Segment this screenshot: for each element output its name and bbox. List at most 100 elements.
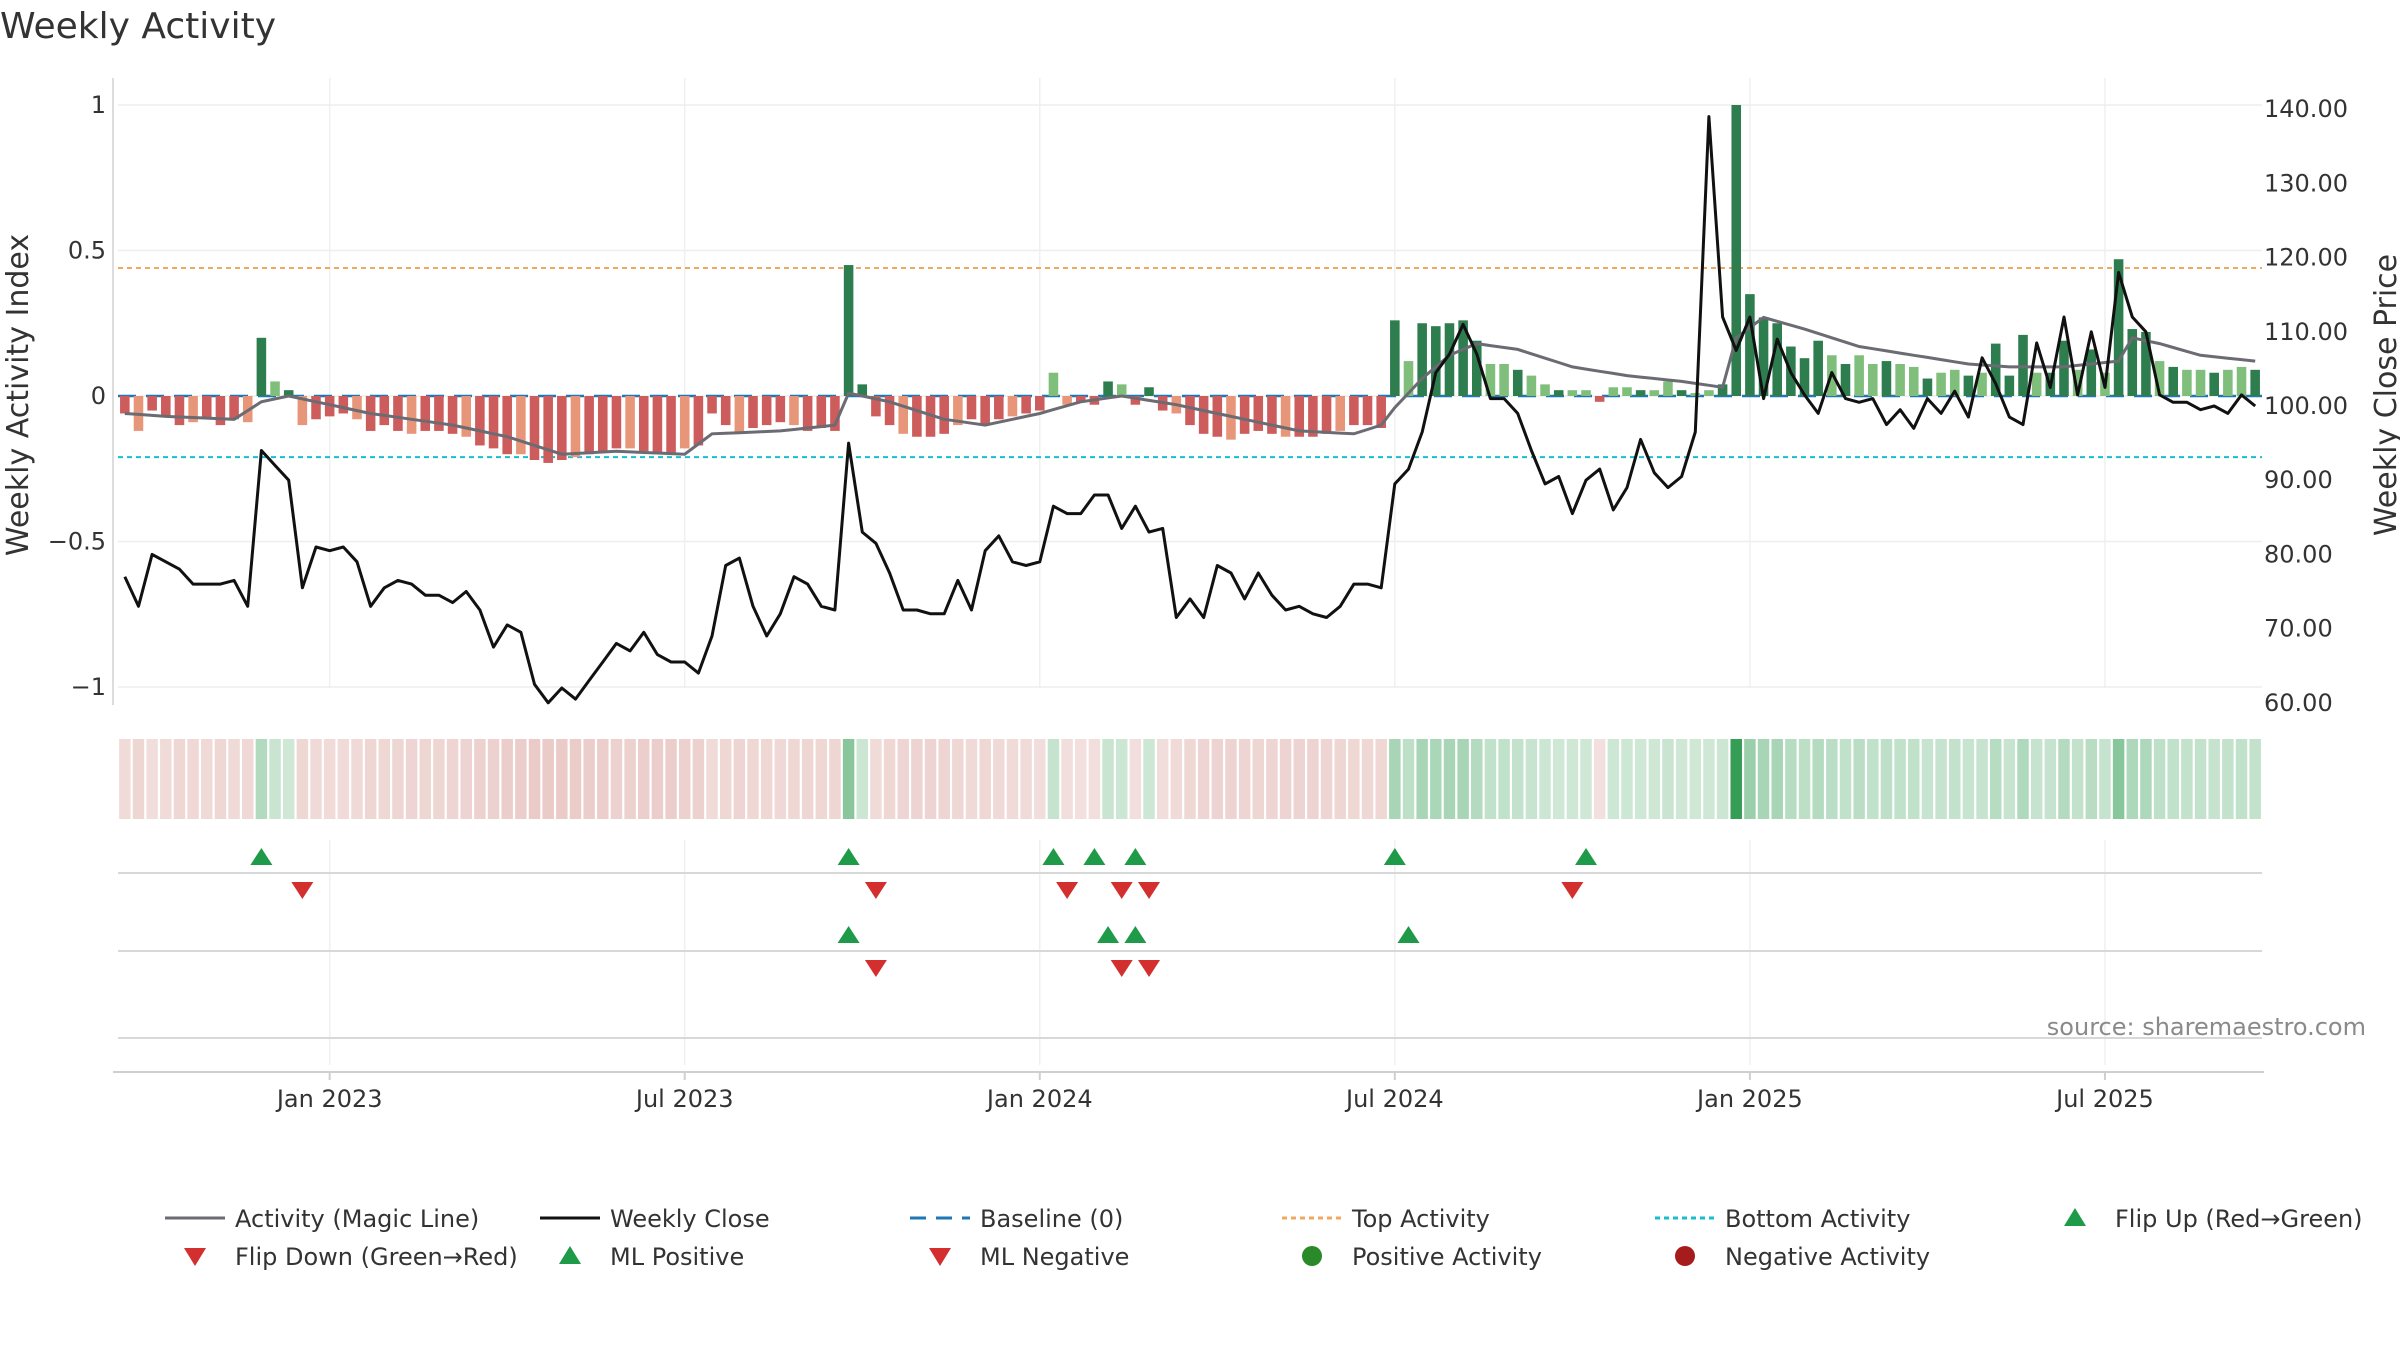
ml-negative-marker: [1138, 960, 1161, 977]
x-tick-label: Jan 2023: [275, 1085, 383, 1113]
activity-bar: [1321, 396, 1332, 434]
activity-bar: [1471, 340, 1482, 396]
heat-cell: [214, 739, 227, 819]
legend-flip-down-swatch: [184, 1248, 206, 1266]
activity-bar: [557, 396, 567, 461]
activity-bar: [1540, 384, 1550, 396]
y-axis-right-label: Weekly Close Price: [2369, 254, 2400, 536]
activity-bar: [147, 396, 157, 411]
heat-cell: [337, 739, 350, 819]
activity-bar: [1362, 396, 1373, 426]
heat-cell: [938, 739, 950, 819]
heat-cell: [1853, 739, 1865, 819]
activity-bar: [652, 396, 663, 455]
legend-magic-line: Activity (Magic Line): [165, 1205, 479, 1233]
heat-cell: [1744, 739, 1756, 819]
activity-bar: [871, 396, 881, 417]
legend-baseline-label: Baseline (0): [980, 1205, 1123, 1233]
heat-cell: [747, 739, 759, 819]
activity-bar: [2168, 366, 2179, 396]
legend-ml-negative-label: ML Negative: [980, 1243, 1129, 1271]
activity-bar: [789, 396, 799, 426]
heat-cell: [1115, 739, 1128, 819]
chart-title: Weekly Activity: [0, 6, 276, 47]
activity-bar: [1772, 323, 1782, 396]
heat-cell: [897, 739, 909, 819]
heat-cell: [760, 739, 773, 819]
heat-cell: [2112, 739, 2125, 819]
activity-bar: [1116, 384, 1127, 396]
heat-cell: [815, 739, 828, 819]
activity-bar: [1840, 363, 1851, 396]
heat-cell: [1566, 739, 1579, 819]
heat-cell: [1662, 739, 1674, 819]
heat-cell: [187, 739, 199, 819]
flip-down-marker: [1056, 882, 1079, 899]
activity-bar: [229, 396, 239, 420]
activity-bar: [161, 396, 171, 417]
legend-ml-negative-swatch: [929, 1248, 951, 1266]
heat-cell: [296, 739, 309, 819]
y-left-tick-label: 1: [91, 91, 106, 119]
heat-cell: [801, 739, 814, 819]
activity-bar: [1977, 372, 1987, 396]
activity-bar: [1403, 361, 1414, 396]
legend-ml-positive: ML Positive: [559, 1243, 744, 1271]
legend-positive-activity-label: Positive Activity: [1352, 1243, 1542, 1271]
heat-cell: [2181, 739, 2193, 819]
heat-cell: [1976, 739, 1988, 819]
activity-bar: [1663, 381, 1673, 396]
heat-cell: [2071, 739, 2084, 819]
activity-bar: [2141, 331, 2151, 396]
heat-cell: [2085, 739, 2098, 819]
heat-cell: [1143, 739, 1155, 819]
heat-cell: [1826, 739, 1838, 819]
activity-bar: [816, 396, 827, 429]
activity-bar: [379, 396, 390, 426]
x-tick-label: Jan 2024: [985, 1085, 1093, 1113]
y-left-tick-label: 0: [91, 382, 106, 410]
heat-cell: [2003, 739, 2016, 819]
activity-bar: [2086, 349, 2097, 396]
activity-bar: [1280, 396, 1291, 437]
flip-down-marker: [291, 882, 314, 899]
flip-down-marker: [1138, 882, 1161, 899]
activity-bar: [2031, 372, 2042, 396]
heat-cell: [364, 739, 377, 819]
activity-bar: [1185, 396, 1195, 426]
activity-bar: [406, 396, 417, 434]
activity-bar: [475, 396, 485, 446]
heat-cell: [993, 739, 1005, 819]
legend-ml-positive-label: ML Positive: [610, 1243, 744, 1271]
heat-cell: [583, 739, 595, 819]
activity-bar: [488, 396, 499, 449]
heat-cell: [1402, 739, 1415, 819]
legend-positive-activity: Positive Activity: [1302, 1243, 1542, 1271]
activity-bar: [201, 396, 212, 420]
heat-cell: [569, 739, 582, 819]
heat-cell: [638, 739, 650, 819]
legend-ml-negative: ML Negative: [929, 1243, 1129, 1271]
legend-flip-up-label: Flip Up (Red→Green): [2115, 1205, 2363, 1233]
x-tick-label: Jul 2025: [2054, 1085, 2154, 1113]
activity-bar: [1458, 320, 1468, 396]
y-left-tick-label: −0.5: [48, 528, 106, 556]
heat-cell: [1949, 739, 1961, 819]
heat-cell: [597, 739, 609, 819]
activity-bar: [1035, 396, 1045, 411]
activity-bar: [1294, 396, 1305, 437]
heat-cell: [1238, 739, 1251, 819]
activity-bar: [598, 396, 608, 452]
heat-cell: [911, 739, 923, 819]
activity-bar: [2113, 259, 2124, 396]
legend-magic-line-label: Activity (Magic Line): [235, 1205, 479, 1233]
heat-cell: [1989, 739, 2002, 819]
heat-cell: [1539, 739, 1551, 819]
heat-cell: [160, 739, 172, 819]
heat-cell: [610, 739, 623, 819]
heat-cell: [1908, 739, 1920, 819]
y-right-tick-label: 110.00: [2264, 318, 2348, 346]
y-left-tick-label: 0.5: [68, 237, 106, 265]
heat-cell: [1935, 739, 1947, 819]
